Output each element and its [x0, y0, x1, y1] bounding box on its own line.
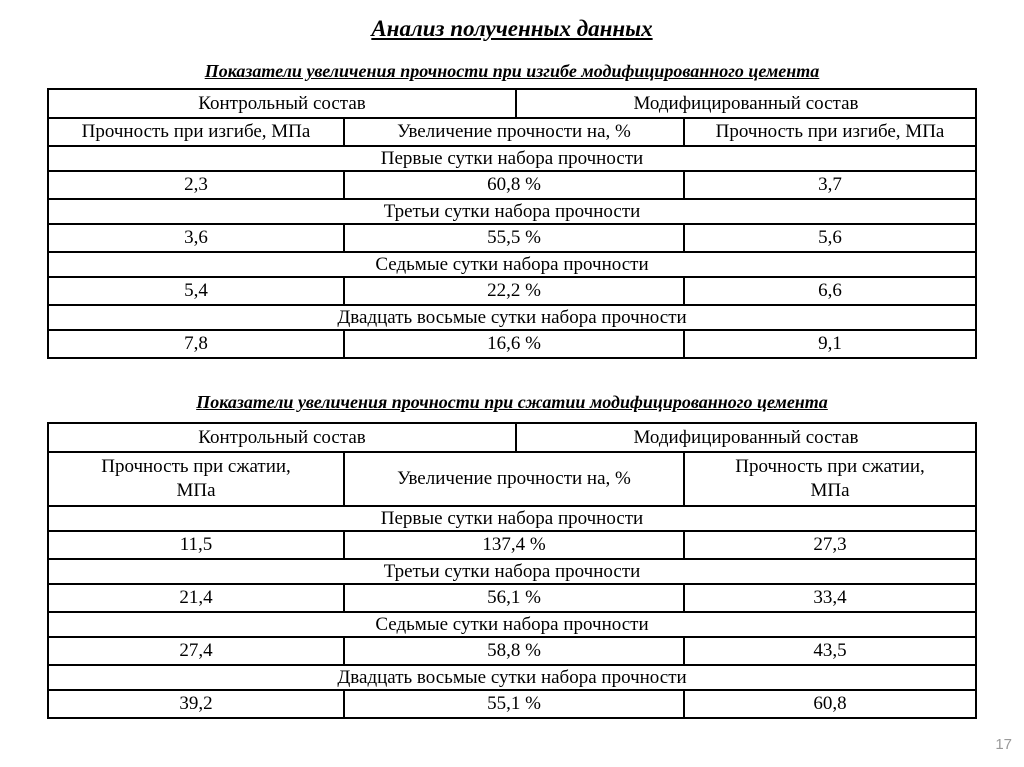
table-row: 21,4 56,1 % 33,4: [47, 583, 978, 613]
value-cell: 2,3: [47, 170, 345, 200]
section-label: Двадцать восьмые сутки набора прочности: [46, 304, 978, 331]
value-cell: 21,4: [47, 583, 345, 613]
table-row: 5,4 22,2 % 6,6: [47, 276, 978, 306]
value-cell: 58,8 %: [343, 636, 685, 666]
section-header-row: Первые сутки набора прочности: [46, 505, 978, 532]
section-label: Седьмые сутки набора прочности: [46, 251, 978, 278]
table-row: 27,4 58,8 % 43,5: [47, 636, 978, 666]
section-header-row: Двадцать восьмые сутки набора прочности: [46, 664, 978, 691]
value-cell: 9,1: [682, 329, 978, 359]
table-row: Прочность при сжатии, МПа Увеличение про…: [47, 451, 978, 507]
section-label: Первые сутки набора прочности: [46, 145, 978, 172]
value-cell: 137,4 %: [343, 530, 685, 560]
section-label: Третьи сутки набора прочности: [46, 558, 978, 585]
value-cell: 55,1 %: [343, 689, 685, 719]
section-label: Третьи сутки набора прочности: [46, 198, 978, 225]
section-label: Седьмые сутки набора прочности: [46, 611, 978, 638]
value-cell: 5,6: [682, 223, 978, 253]
column-header: Прочность при сжатии, МПа: [47, 451, 345, 507]
value-cell: 33,4: [682, 583, 978, 613]
value-cell: 27,3: [682, 530, 978, 560]
table-row: Прочность при изгибе, МПа Увеличение про…: [47, 117, 978, 147]
page-number: 17: [995, 736, 1012, 753]
value-cell: 43,5: [682, 636, 978, 666]
value-cell: 3,6: [47, 223, 345, 253]
table-row: 7,8 16,6 % 9,1: [47, 329, 978, 359]
table-row: 39,2 55,1 % 60,8: [47, 689, 978, 719]
table-row: Контрольный состав Модифицированный сост…: [47, 88, 978, 119]
group-header-control: Контрольный состав: [47, 88, 517, 119]
section-header-row: Третьи сутки набора прочности: [46, 198, 978, 225]
value-cell: 7,8: [47, 329, 345, 359]
section-label: Первые сутки набора прочности: [46, 505, 978, 532]
table-row: 2,3 60,8 % 3,7: [47, 170, 978, 200]
column-header: Прочность при изгибе, МПа: [47, 117, 345, 147]
group-header-modified: Модифицированный состав: [514, 88, 978, 119]
table-row: 3,6 55,5 % 5,6: [47, 223, 978, 253]
value-cell: 27,4: [47, 636, 345, 666]
value-cell: 16,6 %: [343, 329, 685, 359]
value-cell: 6,6: [682, 276, 978, 306]
table-row: Контрольный состав Модифицированный сост…: [47, 422, 978, 453]
value-cell: 56,1 %: [343, 583, 685, 613]
slide-title: Анализ полученных данных: [371, 16, 653, 41]
section-header-row: Двадцать восьмые сутки набора прочности: [46, 304, 978, 331]
section-header-row: Третьи сутки набора прочности: [46, 558, 978, 585]
value-cell: 60,8: [682, 689, 978, 719]
section-header-row: Седьмые сутки набора прочности: [46, 611, 978, 638]
compress-table-caption: Показатели увеличения прочности при сжат…: [196, 392, 828, 412]
column-header: Прочность при изгибе, МПа: [682, 117, 978, 147]
flex-strength-table: Контрольный состав Модифицированный сост…: [46, 88, 978, 359]
value-cell: 39,2: [47, 689, 345, 719]
section-header-row: Седьмые сутки набора прочности: [46, 251, 978, 278]
section-label: Двадцать восьмые сутки набора прочности: [46, 664, 978, 691]
group-header-modified: Модифицированный состав: [514, 422, 978, 453]
column-header: Увеличение прочности на, %: [343, 117, 685, 147]
table-row: 11,5 137,4 % 27,3: [47, 530, 978, 560]
value-cell: 22,2 %: [343, 276, 685, 306]
column-header: Прочность при сжатии, МПа: [682, 451, 978, 507]
value-cell: 5,4: [47, 276, 345, 306]
section-header-row: Первые сутки набора прочности: [46, 145, 978, 172]
group-header-control: Контрольный состав: [47, 422, 517, 453]
compress-strength-table: Контрольный состав Модифицированный сост…: [46, 422, 978, 719]
value-cell: 60,8 %: [343, 170, 685, 200]
value-cell: 11,5: [47, 530, 345, 560]
column-header: Увеличение прочности на, %: [343, 451, 685, 507]
value-cell: 3,7: [682, 170, 978, 200]
value-cell: 55,5 %: [343, 223, 685, 253]
flex-table-caption: Показатели увеличения прочности при изги…: [204, 61, 820, 81]
